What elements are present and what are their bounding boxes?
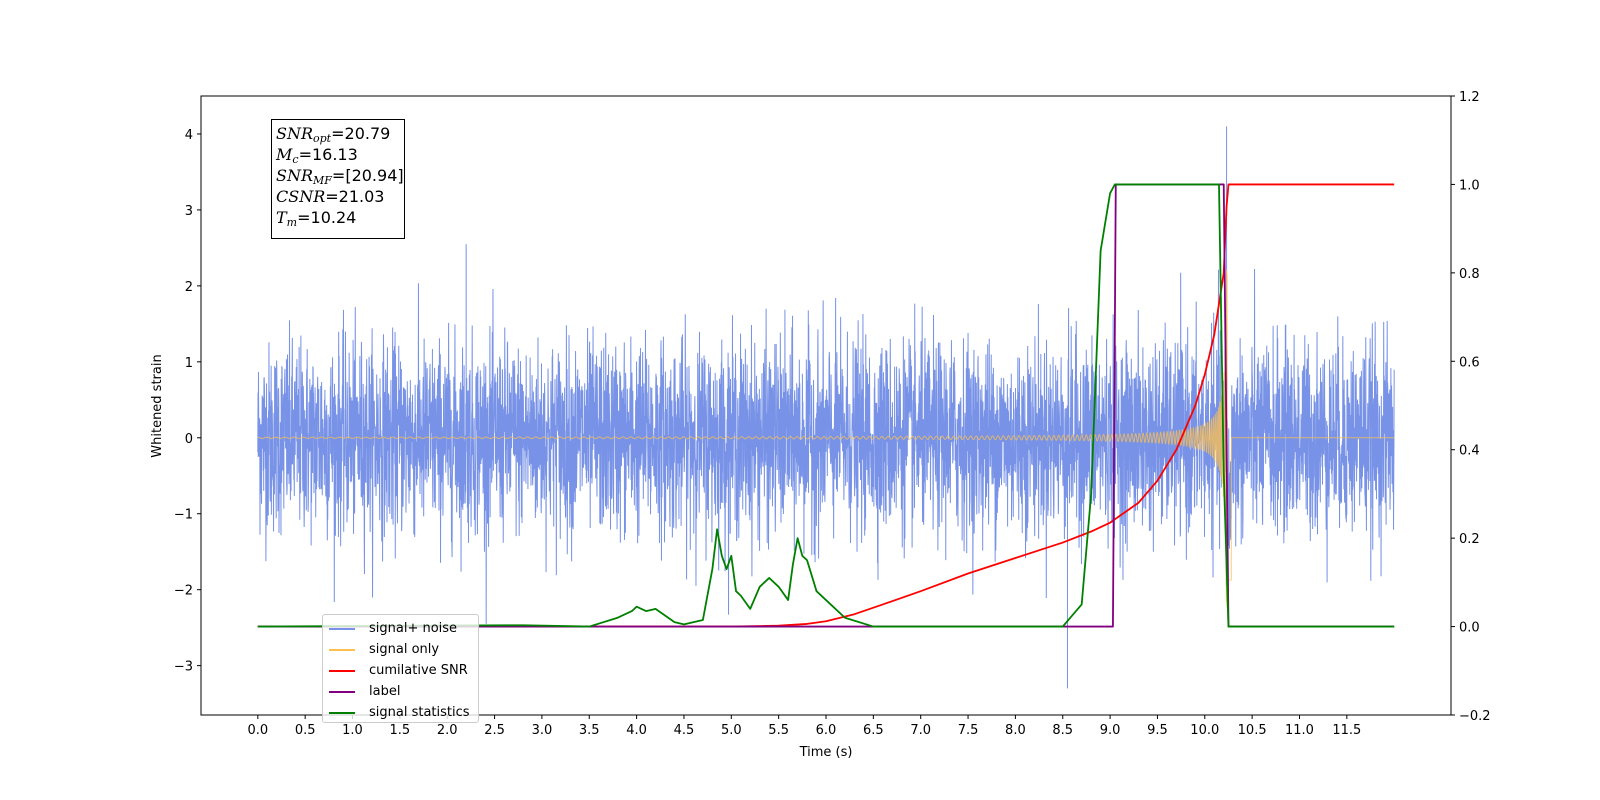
- x-tick-label: 4.0: [626, 723, 647, 738]
- legend-label-cumulative-snr: cumilative SNR: [369, 663, 468, 678]
- y-right-tick-label: −0.2: [1459, 709, 1491, 724]
- legend-item-signal-noise: signal+ noise: [329, 618, 472, 639]
- x-tick-label: 7.0: [910, 723, 931, 738]
- y-right-tick-label: 0.6: [1459, 355, 1480, 370]
- x-tick-label: 2.5: [484, 723, 505, 738]
- csnr-line: CSNR=21.03: [276, 187, 385, 206]
- y-left-tick-label: 4: [185, 128, 193, 143]
- series-signal-noise: [257, 126, 1395, 689]
- x-tick-label: 1.5: [390, 723, 411, 738]
- series-signal-statistics: [257, 183, 1395, 628]
- x-axis-title: Time (s): [799, 745, 853, 760]
- snr-opt-line: SNRopt=20.79: [276, 124, 391, 145]
- y-left-tick-label: −3: [174, 660, 193, 675]
- legend-item-signal-only: signal only: [329, 639, 472, 660]
- y-left-tick-label: 1: [185, 356, 193, 371]
- x-tick-label: 10.0: [1190, 723, 1219, 738]
- snr-opt-value: =20.79: [331, 124, 391, 143]
- legend-item-cumulative-snr: cumilative SNR: [329, 660, 472, 681]
- legend-swatch-signal-only: [329, 648, 355, 651]
- snr-info-box: SNRopt=20.79 Mc=16.13 SNRMF=[20.94] CSNR…: [271, 119, 405, 239]
- x-tick-label: 9.0: [1100, 723, 1121, 738]
- y-left-tick-label: 0: [185, 432, 193, 447]
- x-tick-label: 10.5: [1238, 723, 1267, 738]
- y-axis-title: Whitened strain: [150, 354, 165, 457]
- series-signal-only: [257, 269, 1395, 607]
- y-right-tick-label: 0.8: [1459, 267, 1480, 282]
- series-layer: [257, 126, 1395, 689]
- x-tick-label: 9.5: [1147, 723, 1168, 738]
- x-tick-label: 5.0: [721, 723, 742, 738]
- y-right-tick-label: 1.2: [1459, 90, 1480, 105]
- x-tick-label: 3.5: [579, 723, 600, 738]
- chart-legend: signal+ noise signal only cumilative SNR…: [322, 614, 479, 723]
- legend-item-label: label: [329, 681, 472, 702]
- y-left-tick-label: −2: [174, 584, 193, 599]
- x-tick-label: 11.0: [1285, 723, 1314, 738]
- x-tick-label: 0.0: [247, 723, 268, 738]
- legend-label-signal-statistics: signal statistics: [369, 705, 470, 720]
- y-left-tick-label: 3: [185, 204, 193, 219]
- snr-mf-value: =[20.94]: [331, 166, 404, 185]
- x-axis: 0.0 0.5 1.0 1.5 2.0 2.5 3.0 3.5 4.0 4.5 5.0 5.5 6.0 6…: [247, 715, 1361, 738]
- legend-swatch-label: [329, 690, 355, 693]
- x-tick-label: 11.5: [1332, 723, 1361, 738]
- legend-item-signal-statistics: signal statistics: [329, 702, 472, 723]
- x-tick-label: 0.5: [295, 723, 316, 738]
- legend-label-signal-only: signal only: [369, 642, 440, 657]
- x-tick-label: 6.5: [863, 723, 884, 738]
- y-left-tick-label: 2: [185, 280, 193, 295]
- y-right-tick-label: 0.4: [1459, 444, 1480, 459]
- legend-swatch-signal-noise: [329, 627, 355, 630]
- y-right-tick-label: 0.2: [1459, 532, 1480, 547]
- y-left-tick-label: −1: [174, 508, 193, 523]
- legend-label-label: label: [369, 684, 401, 699]
- snr-mf-line: SNRMF=[20.94]: [276, 166, 404, 187]
- legend-swatch-signal-statistics: [329, 711, 355, 714]
- x-tick-label: 7.5: [958, 723, 979, 738]
- series-cumulative-snr: [257, 183, 1395, 628]
- x-tick-label: 3.0: [532, 723, 553, 738]
- y-right-tick-label: 1.0: [1459, 178, 1480, 193]
- mc-value: =16.13: [298, 145, 358, 164]
- csnr-value: =21.03: [325, 187, 385, 206]
- legend-swatch-cumulative-snr: [329, 669, 355, 672]
- x-tick-label: 6.0: [816, 723, 837, 738]
- x-tick-label: 8.5: [1052, 723, 1073, 738]
- x-tick-label: 1.0: [342, 723, 363, 738]
- y-right-tick-label: 0.0: [1459, 621, 1480, 636]
- x-tick-label: 4.5: [674, 723, 695, 738]
- x-tick-label: 5.5: [768, 723, 789, 738]
- tm-line: Tm=10.24: [276, 208, 357, 229]
- y-axis-left: 4 3 2 1 0 −1 −2 −3: [174, 128, 201, 675]
- x-tick-label: 8.0: [1005, 723, 1026, 738]
- tm-value: =10.24: [297, 208, 357, 227]
- y-axis-right: 1.2 1.0 0.8 0.6 0.4 0.2 0.0 −0.2: [1451, 90, 1491, 724]
- legend-label-signal-noise: signal+ noise: [369, 621, 458, 636]
- x-tick-label: 2.0: [437, 723, 458, 738]
- mc-line: Mc=16.13: [276, 145, 358, 166]
